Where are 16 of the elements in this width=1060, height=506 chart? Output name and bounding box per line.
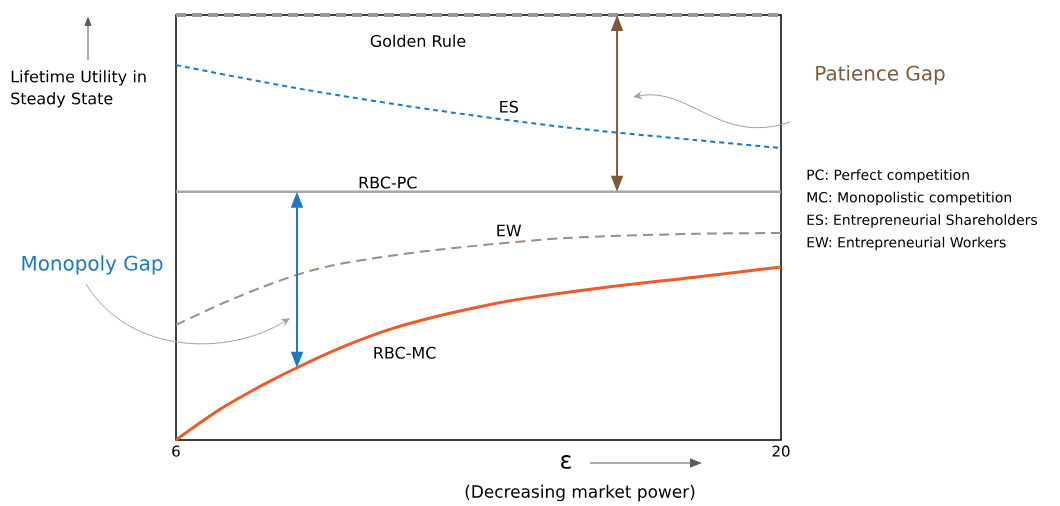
text: (Decreasing market power) xyxy=(465,484,695,502)
series-label: Golden Rule xyxy=(370,34,466,47)
series-label: ES xyxy=(500,100,518,113)
text: Monopoly Gap xyxy=(22,255,163,275)
series-label: RBC-PC xyxy=(359,176,417,189)
x-tick-label: 6 xyxy=(172,445,180,457)
text: ES: Entrepreneurial Shareholders xyxy=(807,214,1037,228)
x-axis-title: ε xyxy=(561,455,571,469)
series-label: EW xyxy=(497,224,522,237)
series-label: RBC-MC xyxy=(374,346,436,359)
text: PC: Perfect competition xyxy=(807,169,969,183)
x-tick-label: 20 xyxy=(772,445,790,457)
text: EW: Entrepreneurial Workers xyxy=(807,236,1006,251)
text: MC: Monopolistic competition xyxy=(807,191,1012,206)
text: Patience Gap xyxy=(816,65,945,85)
y-axis-title: Lifetime Utility in Steady State xyxy=(11,70,146,108)
